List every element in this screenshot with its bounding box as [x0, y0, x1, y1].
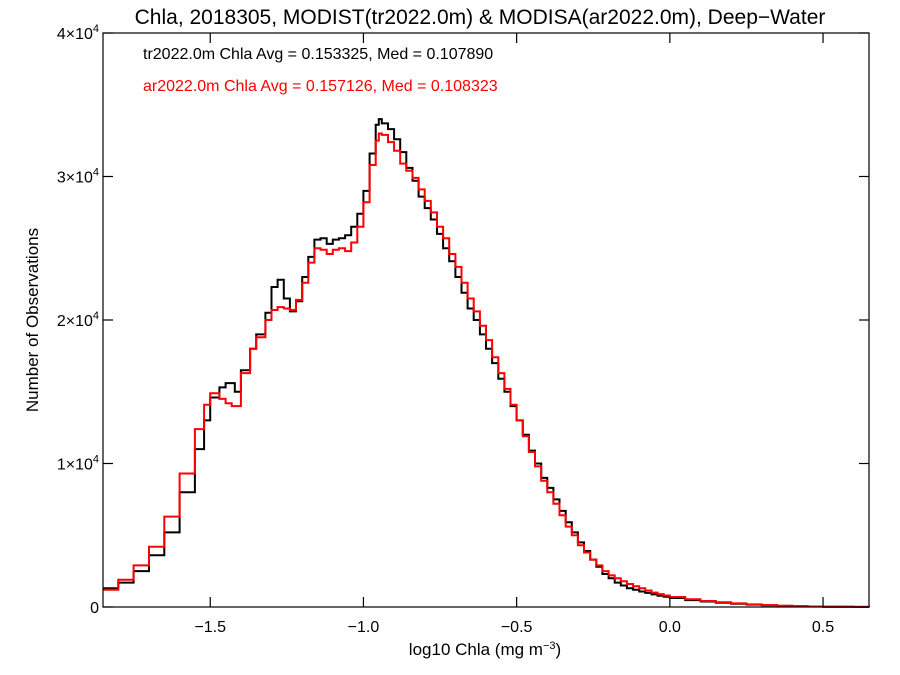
x-tick-label: −0.5 [501, 619, 533, 636]
x-axis-label-text: log10 Chla (mg m [409, 640, 543, 659]
x-axis-label-suffix: ) [556, 640, 562, 659]
x-axis: −1.5 −1.0 −0.5 0.0 0.5 [194, 33, 834, 636]
series-line-tr [103, 118, 870, 608]
y-axis-label: Number of Observations [23, 228, 42, 412]
x-axis-label: log10 Chla (mg m−3) [409, 640, 561, 659]
series-layer [103, 118, 870, 608]
x-tick-label: 0.5 [812, 619, 834, 636]
y-tick-label: 2×104 [57, 310, 99, 330]
y-tick-label: 4×104 [57, 23, 99, 43]
y-axis: 0 1×104 2×104 3×104 4×104 [57, 23, 869, 617]
y-tick-label: 0 [90, 600, 99, 617]
x-tick-label: 0.0 [659, 619, 681, 636]
plot-frame [102, 32, 870, 608]
annotation-ar-stats: ar2022.0m Chla Avg = 0.157126, Med = 0.1… [143, 78, 498, 95]
x-tick-label: −1.5 [194, 619, 226, 636]
y-tick-label: 3×104 [57, 167, 99, 187]
chart-title: Chla, 2018305, MODIST(tr2022.0m) & MODIS… [135, 6, 826, 29]
series-line-ar [103, 132, 870, 608]
annotation-tr-stats: tr2022.0m Chla Avg = 0.153325, Med = 0.1… [143, 46, 493, 63]
x-axis-label-exponent: −3 [543, 640, 556, 652]
x-tick-label: −1.0 [348, 619, 380, 636]
y-tick-label: 1×104 [57, 454, 99, 474]
